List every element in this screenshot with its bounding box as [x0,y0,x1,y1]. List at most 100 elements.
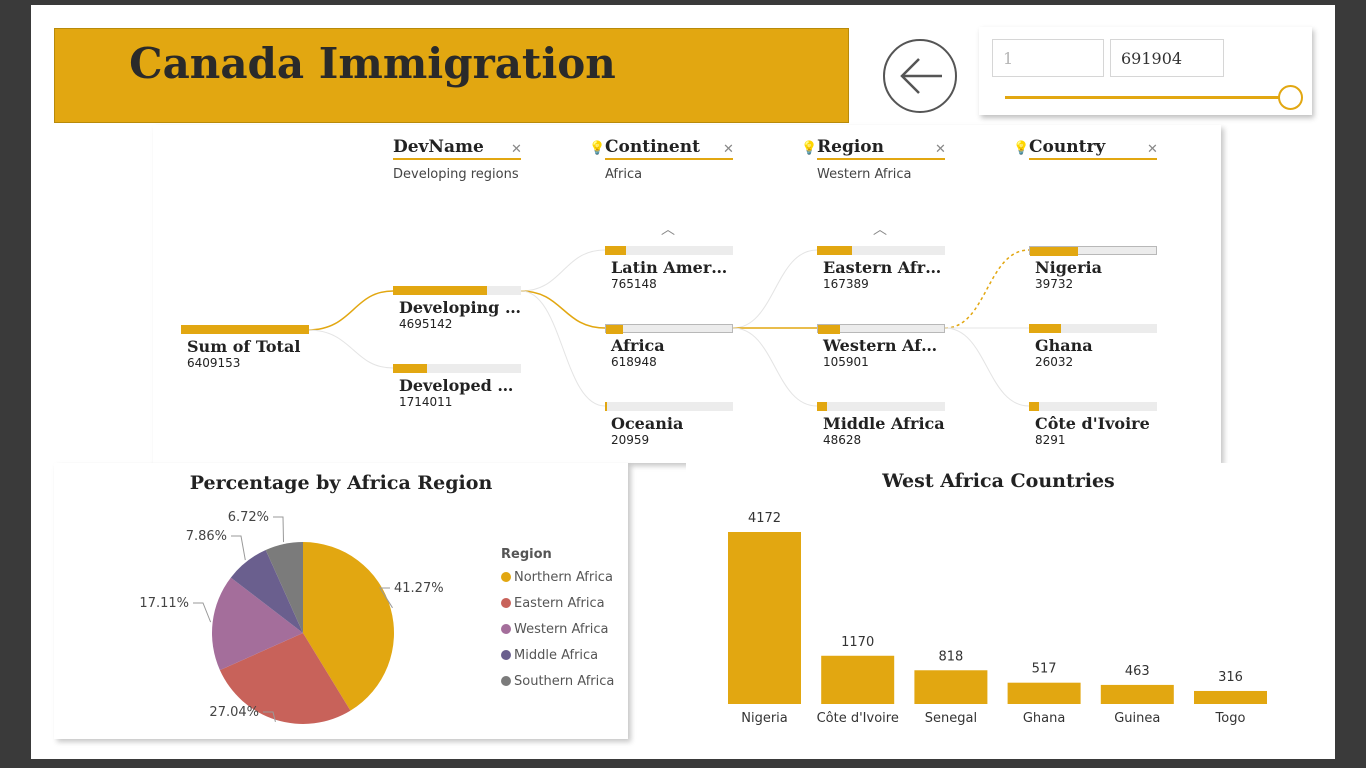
bar-chart-visual: West Africa Countries 4172 Nigeria 1170 Côt… [686,463,1311,739]
node-bar [393,286,521,295]
pie-leader-line [263,711,276,722]
remove-level-icon[interactable]: ✕ [935,142,946,157]
level-header-country[interactable]: 💡 Country ✕ [1013,137,1158,167]
legend-label: Eastern Africa [514,596,605,611]
pie-slice[interactable] [265,542,303,633]
x-tick-label: Togo [1215,711,1246,726]
bar[interactable] [1100,684,1174,704]
pie-data-label: 17.11% [139,596,189,611]
x-tick-label: Nigeria [741,711,788,726]
bar[interactable] [1194,690,1267,704]
level-name: Continent [605,137,733,160]
slider-handle[interactable] [1278,85,1303,110]
bar-chart: 4172 Nigeria 1170 Côte d'Ivoire 818 Senegal 51… [728,511,1267,726]
tree-node-eastern-africa[interactable]: Eastern Africa 167389 [817,246,945,291]
node-label: Latin America and the Caribbean [611,258,733,277]
tree-connectors [307,249,1030,407]
node-value: 20959 [611,433,650,447]
legend-label: Northern Africa [514,570,613,585]
node-value: 4695142 [399,317,453,331]
x-tick-label: Senegal [925,711,977,726]
pie-leader-line [273,516,285,543]
node-label: Middle Africa [823,414,945,433]
tree-node-africa[interactable]: Africa 618948 [605,324,733,369]
pie-data-label: 7.86% [186,529,227,544]
pie-data-label: 41.27% [394,581,444,596]
node-label: Sum of Total [187,337,301,356]
legend-label: Western Africa [514,622,609,637]
lightbulb-icon: 💡 [801,141,818,156]
node-value: 167389 [823,277,869,291]
node-value: 105901 [823,355,869,369]
node-label: Ghana [1035,336,1093,355]
legend-label: Southern Africa [514,674,615,689]
tree-node-developed[interactable]: Developed regions 1714011 [393,364,521,409]
level-filter: Developing regions [393,167,519,182]
bar-data-label: 4172 [748,511,781,526]
bar-data-label: 818 [938,649,963,664]
lightbulb-icon: 💡 [1013,141,1030,156]
pie-chart: 41.27% 27.04% 17.11% 7.86%6.72% [139,510,444,724]
node-bar [181,325,309,334]
scroll-up-icon[interactable]: ︿ [661,222,675,238]
pie-chart-visual: Percentage by Africa Region 41.27% 27.04%… [54,463,628,739]
node-bar [605,402,733,411]
bar[interactable] [821,655,895,704]
node-bar [817,324,945,334]
pie-slice[interactable] [212,577,303,671]
node-label: Oceania [611,414,684,433]
title-banner: Canada Immigration [54,28,849,123]
bar[interactable] [728,532,801,704]
node-bar [1029,324,1157,333]
remove-level-icon[interactable]: ✕ [1147,142,1158,157]
legend-item[interactable]: Middle Africa [501,648,598,663]
pie-slice[interactable] [230,549,303,633]
tree-node-oceania[interactable]: Oceania 20959 [605,402,733,447]
legend-item[interactable]: Eastern Africa [501,596,605,611]
legend-item[interactable]: Southern Africa [501,674,614,689]
level-header-region[interactable]: 💡 Region ✕ Western Africa [801,137,946,182]
bar-data-label: 1170 [841,635,874,650]
tree-node-middle-africa[interactable]: Middle Africa 48628 [817,402,945,447]
pie-slice[interactable] [303,542,394,711]
legend-item[interactable]: Western Africa [501,622,609,637]
arrow-left-icon [900,58,942,94]
lightbulb-icon: 💡 [589,141,606,156]
tree-node-root[interactable]: Sum of Total 6409153 [181,325,309,370]
bar[interactable] [1007,682,1081,704]
level-name: Region [817,137,945,160]
node-label: Developing regions [399,298,521,317]
tree-node-nigeria[interactable]: Nigeria 39732 [1029,246,1157,291]
range-min-input[interactable] [992,39,1104,77]
level-header-devname[interactable]: DevName ✕ Developing regions [393,137,522,182]
pie-slice[interactable] [219,633,351,724]
tree-node-developing[interactable]: Developing regions 4695142 [393,286,521,331]
node-value: 618948 [611,355,657,369]
bar-chart-title: West Africa Countries [882,470,1115,492]
node-value: 6409153 [187,356,241,370]
node-label: Africa [611,336,665,355]
tree-node-cote-divoire[interactable]: Côte d'Ivoire 8291 [1029,402,1157,447]
back-button[interactable] [883,39,957,113]
scroll-up-icon[interactable]: ︿ [873,222,887,238]
legend-marker [501,650,511,660]
level-header-continent[interactable]: 💡 Continent ✕ Africa [589,137,734,182]
pie-leader-line [231,535,246,561]
remove-level-icon[interactable]: ✕ [723,142,734,157]
node-label: Developed regions [399,376,521,395]
tree-node-western-africa[interactable]: Western Africa 105901 [817,324,945,369]
legend-marker [501,598,511,608]
range-max-input[interactable] [1110,39,1224,77]
tree-node-latin-america[interactable]: Latin America and the Caribbean 765148 [605,246,733,291]
legend-title: Region [501,547,552,562]
legend-item[interactable]: Northern Africa [501,570,613,585]
x-tick-label: Guinea [1114,711,1160,726]
bar[interactable] [914,670,988,704]
slider-track[interactable] [1005,96,1293,99]
node-label: Western Africa [823,336,945,355]
remove-level-icon[interactable]: ✕ [511,142,522,157]
node-label: Nigeria [1035,258,1102,277]
level-name: DevName [393,137,521,160]
tree-node-ghana[interactable]: Ghana 26032 [1029,324,1157,369]
node-value: 39732 [1035,277,1074,291]
